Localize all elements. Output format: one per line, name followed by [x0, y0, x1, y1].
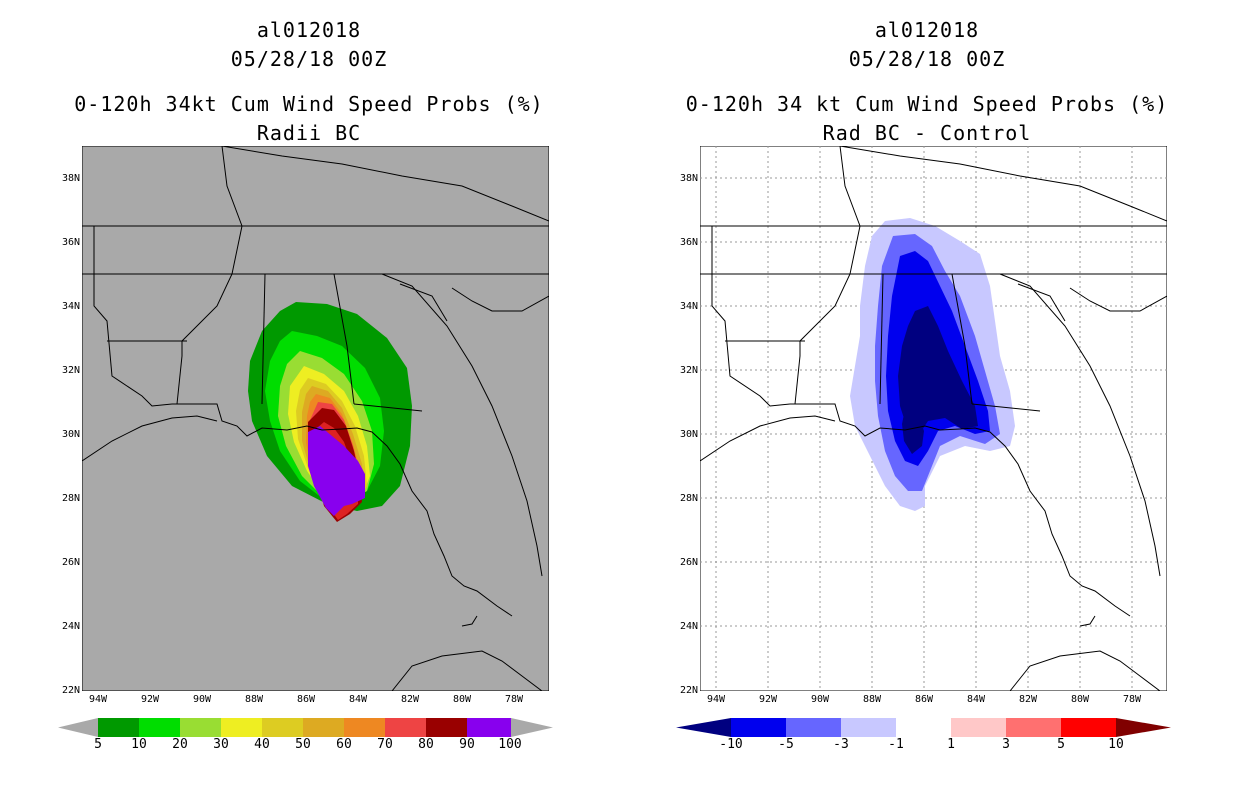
right-title: 0-120h 34 kt Cum Wind Speed Probs (%) — [685, 92, 1169, 116]
right-colorbar-swatch — [951, 718, 1006, 737]
right-colorbar-swatch — [731, 718, 786, 737]
left-colorbar-swatch — [344, 718, 385, 737]
lat-label: 30N — [679, 429, 698, 440]
lon-label: 90W — [810, 694, 830, 705]
colorbar-label: 5 — [94, 737, 102, 752]
lat-label: 28N — [679, 493, 698, 504]
left-colorbar-swatch — [221, 718, 262, 737]
lat-label: 22N — [61, 685, 80, 696]
lat-label: 36N — [61, 237, 80, 248]
colorbar-label: 3 — [1002, 737, 1010, 752]
lat-label: 22N — [679, 685, 698, 696]
right-panel: al012018 05/28/18 00Z 0-120h 34 kt Cum W… — [618, 0, 1236, 800]
right-colorbar-swatch — [896, 718, 951, 737]
lat-label: 30N — [61, 429, 80, 440]
lon-label: 80W — [452, 694, 472, 705]
lon-label: 82W — [400, 694, 420, 705]
left-subtitle: Radii BC — [256, 121, 362, 145]
left-prob-contours — [248, 302, 412, 522]
left-colorbar-high-arrow — [511, 718, 553, 737]
lat-label: 24N — [61, 621, 80, 632]
right-colorbar-swatch — [841, 718, 896, 737]
lon-label: 84W — [966, 694, 986, 705]
contour-100 — [308, 426, 365, 516]
lon-label: 84W — [348, 694, 368, 705]
lon-label: 88W — [244, 694, 264, 705]
right-map — [700, 146, 1167, 691]
lat-label: 34N — [679, 301, 698, 312]
left-colorbar-swatch — [262, 718, 303, 737]
lon-label: 92W — [758, 694, 778, 705]
lat-label: 24N — [679, 621, 698, 632]
left-colorbar-swatch — [467, 718, 511, 737]
left-colorbar-swatch — [426, 718, 467, 737]
lon-label: 92W — [140, 694, 160, 705]
lon-label: 94W — [88, 694, 108, 705]
colorbar-label: 80 — [418, 737, 434, 752]
contour-minus-10 — [898, 306, 978, 436]
colorbar-label: -5 — [778, 737, 794, 752]
colorbar-label: -1 — [888, 737, 904, 752]
left-colorbar-swatch — [139, 718, 180, 737]
right-colorbar-low-arrow — [676, 718, 731, 737]
lon-label: 78W — [504, 694, 524, 705]
lat-label: 32N — [679, 365, 698, 376]
colorbar-label: 70 — [377, 737, 393, 752]
lat-label: 28N — [61, 493, 80, 504]
right-storm-id: al012018 — [874, 18, 980, 42]
left-colorbar-swatch — [180, 718, 221, 737]
colorbar-label: -10 — [719, 737, 743, 752]
colorbar-label: 30 — [213, 737, 229, 752]
left-colorbar — [58, 718, 553, 737]
lon-label: 80W — [1070, 694, 1090, 705]
colorbar-label: 90 — [459, 737, 475, 752]
colorbar-label: 10 — [131, 737, 147, 752]
right-colorbar-swatch — [1006, 718, 1061, 737]
colorbar-label: 60 — [336, 737, 352, 752]
colorbar-label: 50 — [295, 737, 311, 752]
left-datetime: 05/28/18 00Z — [230, 47, 388, 71]
lon-label: 94W — [706, 694, 726, 705]
right-boundaries — [700, 146, 1167, 691]
right-colorbar-high-arrow — [1116, 718, 1171, 737]
lat-label: 38N — [679, 173, 698, 184]
contour-minus-10b — [902, 409, 924, 454]
left-map — [82, 146, 549, 691]
left-panel: al012018 05/28/18 00Z 0-120h 34kt Cum Wi… — [58, 18, 553, 752]
colorbar-label: 40 — [254, 737, 270, 752]
left-colorbar-low-arrow — [58, 718, 98, 737]
right-colorbar-swatch — [1061, 718, 1116, 737]
right-colorbar — [676, 718, 1171, 737]
lat-label: 26N — [61, 557, 80, 568]
colorbar-label: 20 — [172, 737, 188, 752]
left-colorbar-swatch — [98, 718, 139, 737]
lon-label: 86W — [296, 694, 316, 705]
lat-label: 34N — [61, 301, 80, 312]
left-storm-id: al012018 — [256, 18, 362, 42]
lon-label: 88W — [862, 694, 882, 705]
colorbar-label: 10 — [1108, 737, 1124, 752]
right-subtitle: Rad BC - Control — [822, 121, 1032, 145]
right-datetime: 05/28/18 00Z — [848, 47, 1006, 71]
right-diff-contours — [850, 218, 1015, 511]
lat-label: 26N — [679, 557, 698, 568]
lon-label: 78W — [1122, 694, 1142, 705]
lon-label: 90W — [192, 694, 212, 705]
lat-label: 38N — [61, 173, 80, 184]
left-title: 0-120h 34kt Cum Wind Speed Probs (%) — [74, 92, 544, 116]
colorbar-label: -3 — [833, 737, 849, 752]
right-colorbar-swatch — [786, 718, 841, 737]
colorbar-label: 1 — [947, 737, 955, 752]
left-boundaries — [82, 146, 549, 691]
lat-label: 36N — [679, 237, 698, 248]
lon-label: 82W — [1018, 694, 1038, 705]
left-colorbar-swatch — [303, 718, 344, 737]
left-colorbar-swatch — [385, 718, 426, 737]
lat-label: 32N — [61, 365, 80, 376]
lon-label: 86W — [914, 694, 934, 705]
colorbar-label: 100 — [498, 737, 522, 752]
colorbar-label: 5 — [1057, 737, 1065, 752]
